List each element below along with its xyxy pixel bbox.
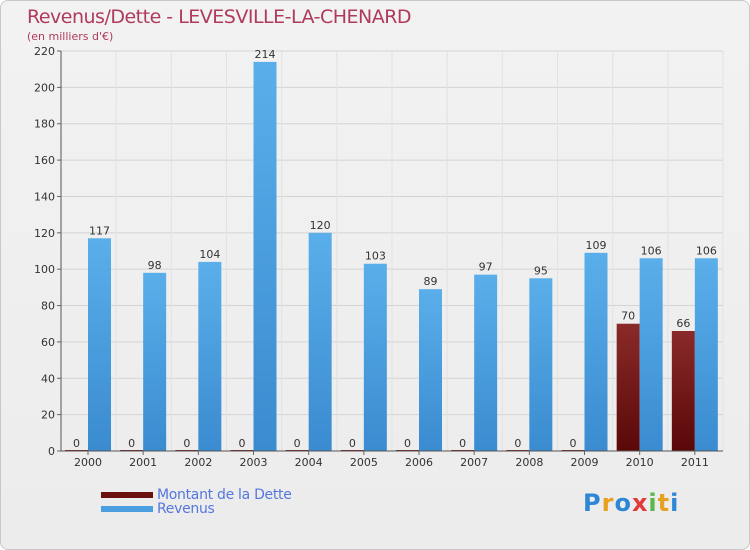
- legend-item-revenus: Revenus: [101, 501, 292, 517]
- bar-revenus-2001: [143, 272, 167, 451]
- x-tick-label: 2008: [515, 456, 543, 469]
- data-label-dette-2001: 0: [128, 437, 135, 450]
- data-label-dette-2007: 0: [459, 437, 466, 450]
- y-tick-label: 40: [41, 372, 55, 385]
- legend-swatch-dette: [101, 492, 153, 498]
- bar-revenus-2008: [529, 278, 553, 451]
- y-tick-label: 120: [34, 227, 55, 240]
- x-tick-label: 2006: [405, 456, 433, 469]
- data-label-dette-2006: 0: [404, 437, 411, 450]
- data-label-revenus-2009: 109: [586, 239, 607, 252]
- data-label-revenus-2008: 95: [534, 264, 548, 277]
- bar-revenus-2005: [363, 263, 387, 451]
- data-label-revenus-2004: 120: [310, 219, 331, 232]
- data-label-revenus-2005: 103: [365, 250, 386, 263]
- x-tick-label: 2003: [240, 456, 268, 469]
- x-tick-label: 2005: [350, 456, 378, 469]
- y-tick-label: 220: [34, 45, 55, 58]
- logo-letter: o: [614, 489, 632, 517]
- bar-revenus-2002: [198, 261, 222, 451]
- legend-label-revenus: Revenus: [157, 501, 215, 517]
- data-label-dette-2011: 66: [676, 317, 690, 330]
- legend-item-dette: Montant de la Dette: [101, 487, 292, 503]
- logo-letter: x: [631, 489, 649, 517]
- data-label-dette-2003: 0: [239, 437, 246, 450]
- y-tick-label: 80: [41, 300, 55, 313]
- proxiti-logo: Proxiti: [583, 489, 679, 517]
- x-tick-label: 2001: [129, 456, 157, 469]
- y-tick-label: 60: [41, 336, 55, 349]
- logo-letter: i: [670, 489, 680, 517]
- bar-revenus-2003: [253, 61, 277, 452]
- y-tick-label: 180: [34, 118, 55, 131]
- data-label-dette-2008: 0: [514, 437, 521, 450]
- data-label-revenus-2000: 117: [89, 224, 110, 237]
- chart-title: Revenus/Dette - LEVESVILLE-LA-CHENARD: [27, 6, 412, 28]
- x-tick-label: 2000: [74, 456, 102, 469]
- legend-label-dette: Montant de la Dette: [157, 487, 292, 503]
- bar-revenus-2009: [584, 252, 608, 451]
- data-label-dette-2009: 0: [570, 437, 577, 450]
- data-label-revenus-2002: 104: [199, 248, 220, 261]
- bar-dette-2011: [671, 331, 695, 451]
- data-label-revenus-2006: 89: [424, 275, 438, 288]
- y-tick-label: 100: [34, 263, 55, 276]
- x-tick-label: 2009: [571, 456, 599, 469]
- bar-revenus-2011: [694, 258, 718, 451]
- bar-revenus-2004: [308, 232, 332, 451]
- chart-subtitle: (en milliers d'€): [27, 30, 114, 43]
- data-label-revenus-2010: 106: [641, 244, 662, 257]
- x-tick-label: 2010: [626, 456, 654, 469]
- bar-revenus-2006: [419, 289, 442, 451]
- bar-revenus-2007: [474, 274, 498, 451]
- x-tick-label: 2007: [460, 456, 488, 469]
- y-tick-label: 200: [34, 81, 55, 94]
- data-label-revenus-2011: 106: [696, 244, 717, 257]
- x-tick-label: 2011: [681, 456, 709, 469]
- y-tick-label: 0: [48, 445, 55, 458]
- bar-revenus-2000: [88, 238, 111, 451]
- bar-revenus-2010: [639, 258, 663, 451]
- y-tick-label: 140: [34, 190, 55, 203]
- y-tick-label: 20: [41, 409, 55, 422]
- logo-letter: r: [601, 489, 615, 517]
- logo-letter: t: [657, 489, 671, 517]
- data-label-revenus-2007: 97: [479, 261, 493, 274]
- data-label-dette-2002: 0: [183, 437, 190, 450]
- data-label-revenus-2003: 214: [255, 48, 276, 61]
- legend: Montant de la Dette Revenus: [101, 487, 292, 517]
- data-label-dette-2000: 0: [73, 437, 80, 450]
- x-tick-label: 2004: [295, 456, 323, 469]
- x-tick-label: 2002: [184, 456, 212, 469]
- y-tick-label: 160: [34, 154, 55, 167]
- logo-letter: P: [583, 489, 602, 517]
- data-label-revenus-2001: 98: [148, 259, 162, 272]
- data-label-dette-2005: 0: [349, 437, 356, 450]
- bar-dette-2010: [616, 323, 640, 451]
- legend-swatch-revenus: [101, 506, 153, 512]
- data-label-dette-2004: 0: [294, 437, 301, 450]
- data-label-dette-2010: 70: [621, 310, 635, 323]
- logo-letter: i: [648, 489, 658, 517]
